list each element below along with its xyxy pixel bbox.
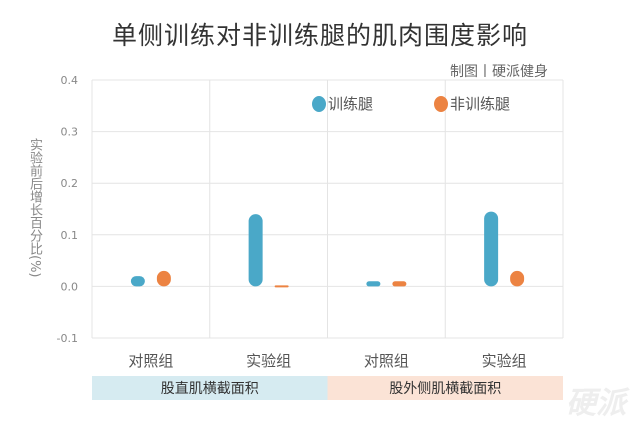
y-tick-label: -0.1 xyxy=(57,332,78,345)
legend-label: 训练腿 xyxy=(328,95,373,113)
chart-title: 单侧训练对非训练腿的肌肉围度影响 xyxy=(111,21,528,50)
x-category-label: 对照组 xyxy=(128,352,173,370)
legend-marker xyxy=(312,96,326,112)
legend-marker xyxy=(434,96,448,112)
group-band-label: 股直肌横截面积 xyxy=(161,380,259,397)
chart-credit: 制图丨硬派健身 xyxy=(450,64,548,80)
group-band xyxy=(92,376,328,400)
y-tick-label: 0.3 xyxy=(61,126,79,139)
bar-untrained xyxy=(156,270,171,287)
bars-layer xyxy=(130,211,525,288)
x-category-label: 对照组 xyxy=(364,352,409,370)
y-tick-label: 0.0 xyxy=(61,280,79,293)
legend: 训练腿 非训练腿 xyxy=(312,95,510,113)
bar-trained xyxy=(248,214,263,287)
group-band-layer: 股直肌横截面积 股外侧肌横截面积 xyxy=(92,376,563,400)
category-label-layer: 对照组 实验组 对照组 实验组 xyxy=(128,352,526,370)
bar-untrained xyxy=(274,285,289,288)
bar-untrained xyxy=(392,281,407,287)
y-axis-label: 实验前后增长百分比(%) xyxy=(27,138,42,278)
watermark-logo: 硬派 xyxy=(566,386,626,421)
grid-layer xyxy=(91,79,564,339)
y-tick-label: 0.2 xyxy=(61,177,79,190)
bar-untrained xyxy=(510,270,525,287)
bar-trained xyxy=(366,281,381,287)
x-category-label: 实验组 xyxy=(246,352,291,370)
bar-trained xyxy=(484,211,499,287)
x-category-label: 实验组 xyxy=(482,352,527,370)
legend-label: 非训练腿 xyxy=(450,95,510,113)
bar-trained xyxy=(130,276,145,287)
group-band xyxy=(327,376,563,400)
group-band-label: 股外侧肌横截面积 xyxy=(389,381,501,397)
y-tick-label: 0.1 xyxy=(61,229,79,242)
y-tick-layer: 0.4 0.3 0.2 0.1 0.0 -0.1 xyxy=(57,74,78,345)
y-tick-label: 0.4 xyxy=(61,74,79,87)
